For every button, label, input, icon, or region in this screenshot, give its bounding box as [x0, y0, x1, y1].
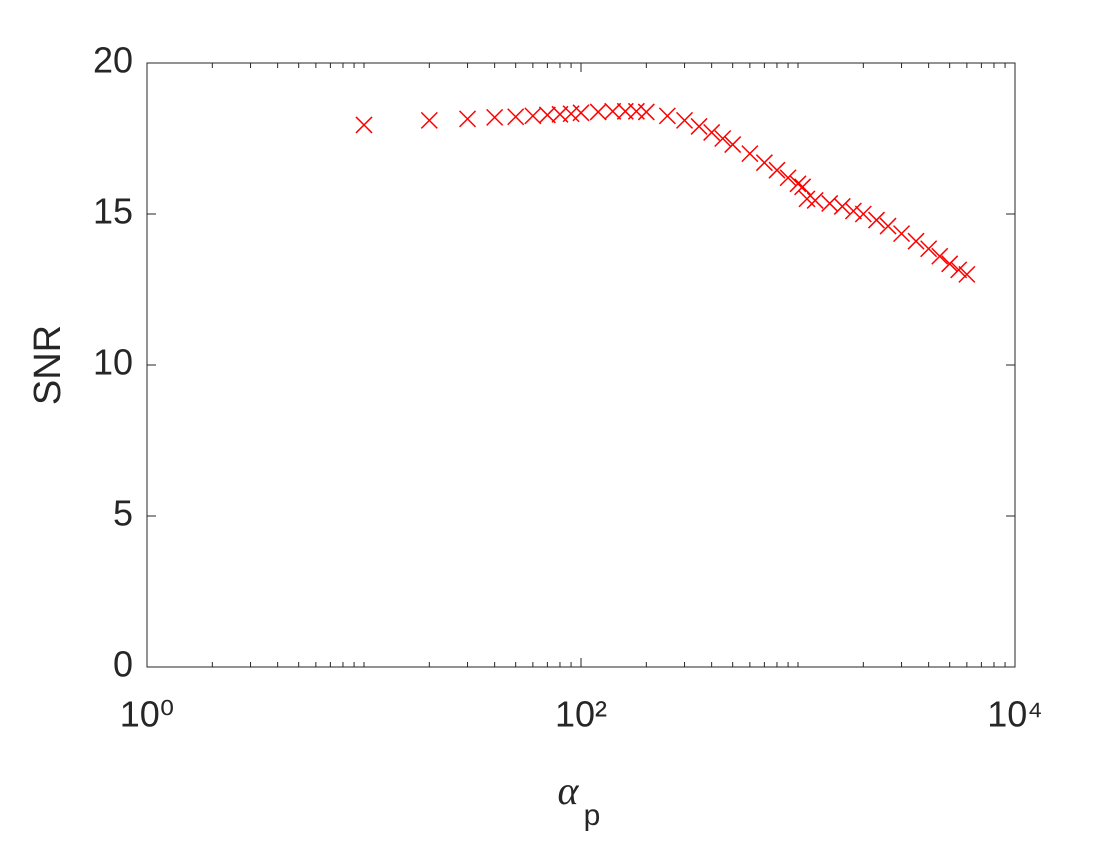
marker — [941, 255, 959, 273]
x-tick-label: 10⁰ — [120, 694, 174, 735]
marker — [879, 217, 897, 235]
marker — [854, 205, 872, 223]
marker — [690, 117, 708, 135]
marker — [893, 225, 911, 243]
marker — [950, 261, 968, 279]
marker — [524, 107, 542, 125]
x-axis-label: α — [558, 768, 580, 813]
marker — [844, 202, 862, 220]
marker — [589, 103, 607, 121]
y-axis-label: SNR — [27, 325, 69, 405]
marker — [637, 103, 655, 121]
marker — [703, 123, 721, 141]
marker — [572, 104, 590, 122]
y-tick-label: 0 — [113, 644, 133, 685]
marker — [821, 194, 839, 212]
marker — [538, 106, 556, 124]
y-tick-label: 15 — [93, 191, 133, 232]
marker — [604, 102, 622, 120]
marker — [459, 110, 477, 128]
marker — [907, 232, 925, 250]
marker — [486, 108, 504, 126]
marker — [724, 136, 742, 154]
marker — [658, 107, 676, 125]
marker — [676, 111, 694, 129]
marker — [755, 154, 773, 172]
marker — [931, 247, 949, 265]
marker — [779, 169, 797, 187]
x-tick-label: 10⁴ — [987, 694, 1043, 735]
marker — [920, 240, 938, 258]
marker — [420, 111, 438, 129]
x-axis-label-subscript: p — [584, 799, 601, 832]
marker — [958, 265, 976, 283]
y-tick-label: 10 — [93, 342, 133, 383]
marker — [714, 129, 732, 148]
marker — [833, 197, 851, 215]
marker — [355, 116, 373, 134]
marker — [507, 108, 525, 126]
marker — [768, 161, 786, 179]
y-tick-label: 5 — [113, 493, 133, 534]
marker — [789, 175, 807, 193]
plot-frame — [146, 62, 1016, 668]
marker — [806, 191, 824, 209]
marker — [798, 190, 816, 208]
marker — [867, 211, 886, 229]
marker — [741, 145, 759, 163]
x-tick-label: 10² — [555, 694, 607, 735]
y-tick-label: 20 — [93, 40, 133, 81]
